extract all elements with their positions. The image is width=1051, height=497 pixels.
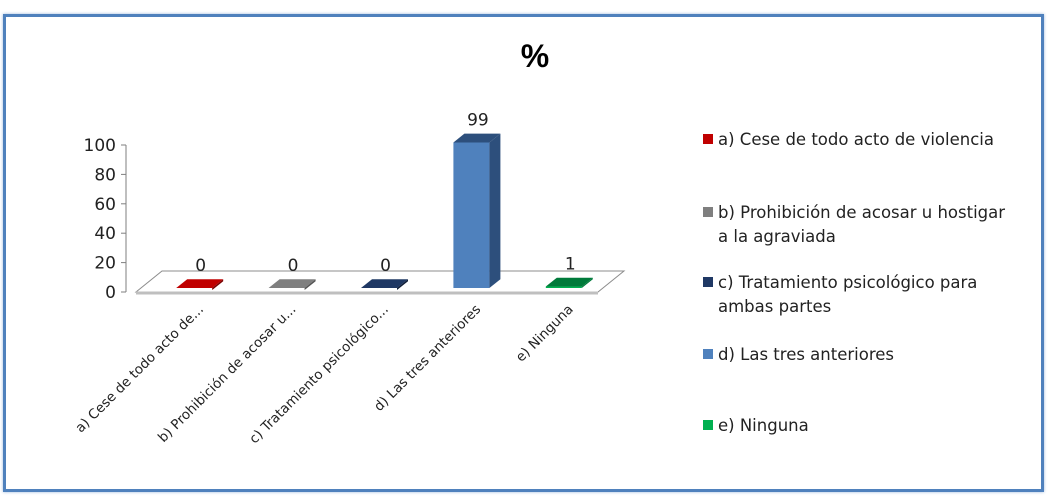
bar — [453, 142, 490, 288]
legend-swatch-d — [703, 349, 713, 359]
data-label: 99 — [467, 111, 489, 131]
legend-label-c: c) Tratamiento psicológico para ambas pa… — [718, 273, 978, 316]
data-label: 1 — [565, 255, 576, 275]
x-tick-label: e) Ninguna — [513, 302, 577, 366]
chart-title: % — [520, 38, 550, 74]
legend-label-b: b) Prohibición de acosar u hostigar a la… — [718, 203, 1006, 246]
bar — [176, 279, 224, 288]
bar — [361, 279, 408, 288]
legend-item-d: d) Las tres anteriores — [703, 343, 1038, 367]
bar-top — [545, 277, 593, 287]
legend-item-c: c) Tratamiento psicológico para ambas pa… — [703, 271, 1038, 319]
legend-item-e: e) Ninguna — [703, 414, 1038, 438]
legend-label-e: e) Ninguna — [718, 416, 809, 435]
bar-side — [397, 279, 408, 290]
legend-swatch-e — [703, 420, 713, 430]
y-tick-label: 60 — [94, 195, 116, 215]
bar-side — [581, 277, 593, 288]
bar — [545, 286, 582, 288]
legend-swatch-a — [703, 134, 713, 144]
data-label: 0 — [195, 256, 206, 276]
x-tick-label: d) Las tres anteriores — [371, 302, 484, 415]
bar-top — [453, 133, 501, 143]
y-tick-label: 100 — [84, 136, 116, 156]
y-tick-label: 0 — [105, 283, 116, 303]
y-tick-label: 20 — [94, 254, 116, 274]
bar — [268, 279, 316, 288]
legend-swatch-c — [703, 277, 713, 287]
legend-item-a: a) Cese de todo acto de violencia — [703, 128, 1038, 152]
bar-side — [304, 279, 316, 290]
data-label: 0 — [288, 256, 299, 276]
bar-side — [212, 279, 224, 290]
data-label: 0 — [380, 256, 391, 276]
chart-frame — [3, 14, 1044, 492]
legend-label-a: a) Cese de todo acto de violencia — [718, 130, 994, 149]
legend-swatch-b — [703, 207, 713, 217]
bar-side — [489, 133, 501, 288]
y-tick-label: 80 — [94, 165, 116, 185]
y-tick-label: 40 — [94, 224, 116, 244]
legend-item-b: b) Prohibición de acosar u hostigar a la… — [703, 201, 1018, 249]
legend-label-d: d) Las tres anteriores — [718, 345, 895, 364]
